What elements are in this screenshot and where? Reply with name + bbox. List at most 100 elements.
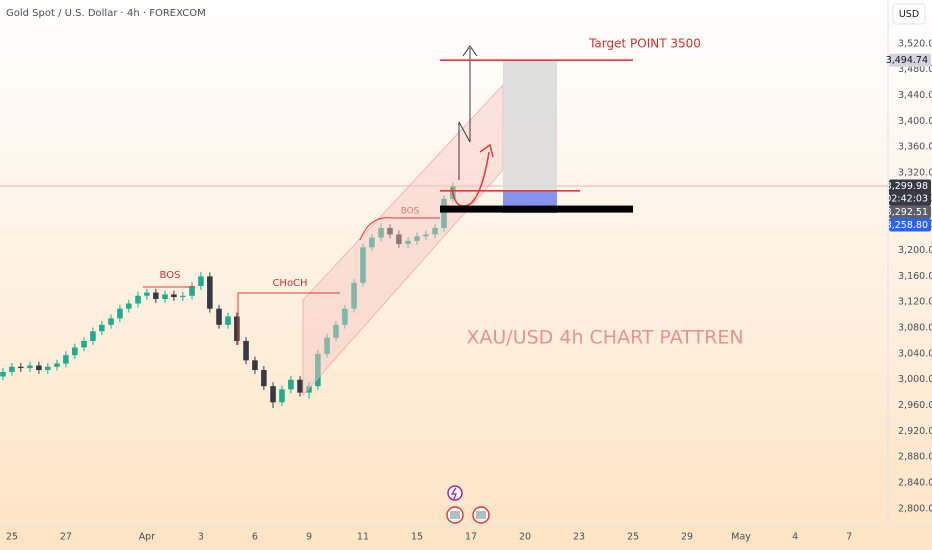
- x-tick-label: Apr: [139, 532, 156, 543]
- chart-title: Gold Spot / U.S. Dollar · 4h · FOREXCOM: [6, 8, 206, 19]
- price-tag-label: 3,258.80: [886, 220, 928, 231]
- choch-line: [237, 292, 340, 345]
- candle-body: [72, 347, 78, 356]
- y-tick-label: 3,360.00: [898, 142, 932, 153]
- candle-body: [270, 386, 276, 403]
- candle-body: [243, 340, 249, 361]
- x-tick-label: 29: [681, 532, 693, 543]
- target-zone: [503, 60, 557, 191]
- x-tick-label: 15: [411, 532, 423, 543]
- candle-body: [234, 316, 240, 341]
- annotation: BOS: [401, 207, 420, 217]
- y-tick-label: 2,800.00: [898, 503, 932, 514]
- price-tag-label: 3,494.74: [886, 55, 928, 66]
- price-tag: [889, 179, 931, 206]
- candle-body: [396, 234, 402, 245]
- y-tick-label: 3,320.00: [898, 168, 932, 179]
- flag-glyph: [450, 511, 460, 519]
- y-tick-label: 3,440.00: [898, 90, 932, 101]
- candle-body: [18, 366, 24, 369]
- currency-button[interactable]: [892, 3, 926, 25]
- candle-body: [360, 247, 366, 283]
- candle-body: [162, 294, 168, 299]
- candle-body: [333, 324, 339, 338]
- candle-body: [189, 286, 195, 296]
- candle-body: [171, 294, 177, 298]
- x-tick-label: 25: [627, 532, 639, 543]
- y-tick-label: 3,200.00: [898, 245, 932, 256]
- y-tick-label: 3,400.00: [898, 116, 932, 127]
- candle-body: [306, 386, 312, 393]
- price-tag: [889, 53, 931, 67]
- x-tick-label: 20: [519, 532, 531, 543]
- event-icon[interactable]: [447, 485, 463, 501]
- candle-body: [126, 303, 132, 309]
- price-tag-label: 3,292.51: [886, 207, 928, 218]
- candle-body: [36, 365, 42, 371]
- candle-body: [135, 295, 141, 304]
- arrow-head: [479, 143, 494, 158]
- candle-body: [9, 366, 15, 372]
- curve-arrow: [451, 151, 490, 207]
- x-tick-label: 6: [252, 532, 258, 543]
- candle-body: [63, 355, 69, 364]
- candle-body: [342, 308, 348, 325]
- candle-body: [180, 295, 186, 298]
- arrow-head: [462, 45, 478, 57]
- candle-body: [369, 237, 375, 248]
- candle-body: [90, 331, 96, 341]
- y-tick-label: 3,040.00: [898, 348, 932, 359]
- x-tick-label: 11: [357, 532, 369, 543]
- x-tick-label: 3: [198, 532, 204, 543]
- candle-body: [117, 308, 123, 319]
- candle-body: [423, 234, 429, 237]
- candle-body: [45, 366, 51, 371]
- y-tick-label: 2,960.00: [898, 400, 932, 411]
- x-tick-label: 25: [6, 532, 18, 543]
- x-tick-label: 7: [846, 532, 852, 543]
- candle-body: [405, 240, 411, 245]
- candle-body: [108, 318, 114, 325]
- candle-body: [315, 353, 321, 387]
- candle-body: [27, 365, 33, 369]
- candle-body: [261, 370, 267, 387]
- candle-body: [441, 198, 447, 228]
- candle-body: [0, 371, 6, 377]
- candle-body: [378, 227, 384, 238]
- x-tick-label: 4: [792, 532, 798, 543]
- candle-body: [297, 379, 303, 393]
- currency: USD: [899, 9, 919, 20]
- candle-body: [144, 292, 150, 296]
- annotation: CHoCH: [272, 278, 307, 289]
- y-tick-label: 3,480.00: [898, 64, 932, 75]
- y-tick-label: 2,920.00: [898, 426, 932, 437]
- x-tick-label: May: [731, 532, 751, 543]
- x-tick-label: 9: [306, 532, 312, 543]
- bos-curve: [359, 217, 440, 241]
- candle-body: [198, 276, 204, 287]
- candle-body: [225, 316, 231, 325]
- candle-body: [153, 292, 159, 299]
- annotation: Target POINT 3500: [588, 37, 701, 51]
- candle-body: [252, 360, 258, 371]
- y-tick-label: 3,080.00: [898, 323, 932, 334]
- candle-body: [414, 236, 420, 241]
- y-tick-label: 2,840.00: [898, 478, 932, 489]
- candle-body: [207, 276, 213, 309]
- stop-bar: [440, 205, 633, 213]
- x-tick-label: 27: [60, 532, 72, 543]
- watermark: XAU/USD 4h CHART PATTREN: [466, 327, 743, 349]
- candle-body: [432, 227, 438, 235]
- projection-arrow: [458, 48, 471, 180]
- price-tag-label: 3,299.98: [886, 181, 928, 192]
- candle-body: [351, 282, 357, 309]
- y-tick-label: 3,160.00: [898, 271, 932, 282]
- candle-body: [99, 324, 105, 332]
- countdown: 02:42:03: [885, 193, 928, 204]
- x-tick-label: 23: [573, 532, 585, 543]
- candle-body: [54, 363, 60, 367]
- y-tick-label: 2,880.00: [898, 452, 932, 463]
- y-tick-label: 3,520.00: [898, 38, 932, 49]
